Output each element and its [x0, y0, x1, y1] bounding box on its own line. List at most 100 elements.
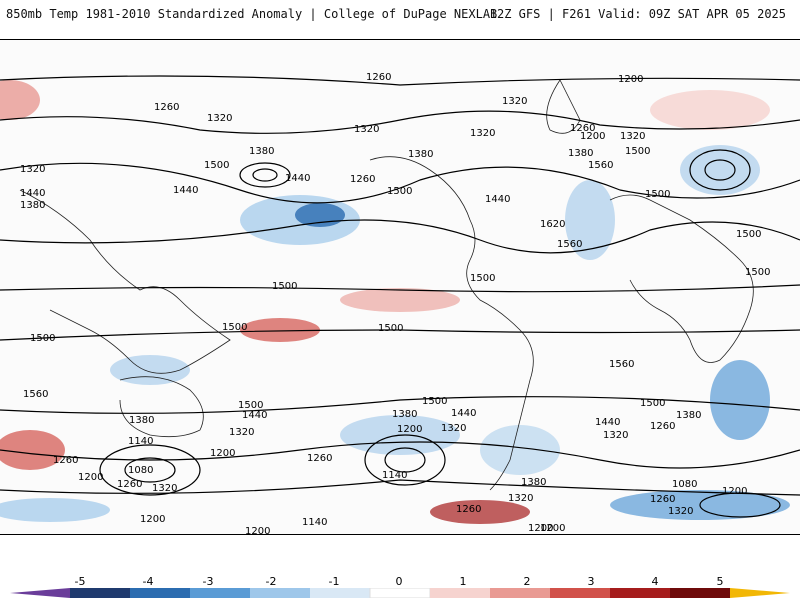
contour-label: 1200 — [397, 424, 422, 435]
colorbar-segment — [130, 588, 190, 598]
anomaly-colorbar — [10, 588, 790, 598]
contour-label: 1380 — [392, 409, 417, 420]
contour-label: 1200 — [580, 131, 605, 142]
coastlines — [19, 79, 754, 491]
contour-label: 1200 — [528, 523, 553, 534]
contour-label: 1440 — [595, 417, 620, 428]
contour-label: 1560 — [609, 359, 634, 370]
colorbar-segment — [490, 588, 550, 598]
colorbar-tick: -1 — [328, 575, 340, 588]
colorbar-tick: 4 — [651, 575, 659, 588]
colorbar-segment — [430, 588, 490, 598]
contour-label: 1500 — [736, 229, 761, 240]
contour-label: 1260 — [154, 102, 179, 113]
contour-label: 1200 — [210, 448, 235, 459]
contour-label: 1500 — [238, 400, 263, 411]
contour-label: 1380 — [249, 146, 274, 157]
contour-label: 1260 — [307, 453, 332, 464]
colorbar-tick: 2 — [523, 575, 531, 588]
contour-label: 1380 — [129, 415, 154, 426]
colorbar-segment — [250, 588, 310, 598]
map-title: 850mb Temp 1981-2010 Standardized Anomal… — [6, 7, 498, 21]
colorbar-segment — [610, 588, 670, 598]
contour-label: 1140 — [302, 517, 327, 528]
colorbar-tick: 5 — [716, 575, 724, 588]
contour-label: 1560 — [588, 160, 613, 171]
colorbar-left-arrow — [10, 588, 70, 598]
contour-labels: 1260 1200 1320 1260 1320 1320 1380 1320 … — [20, 72, 770, 534]
contour-label: 1320 — [20, 164, 45, 175]
anomaly-shading — [0, 80, 790, 524]
contour-label: 1620 — [540, 219, 565, 230]
contour-label: 1320 — [470, 128, 495, 139]
contour-label: 1260 — [456, 504, 481, 515]
contour-label: 1380 — [408, 149, 433, 160]
contour-label: 1500 — [645, 189, 670, 200]
contour-label: 1440 — [451, 408, 476, 419]
model-run-valid-time: 12Z GFS | F261 Valid: 09Z SAT APR 05 202… — [489, 7, 786, 21]
contour-label: 1380 — [568, 148, 593, 159]
colorbar-tick: -5 — [74, 575, 86, 588]
colorbar-tick: -2 — [265, 575, 277, 588]
contour-label: 1500 — [387, 186, 412, 197]
anomaly-map: 1260 1200 1320 1260 1320 1320 1380 1320 … — [0, 39, 800, 535]
contour-label: 1260 — [350, 174, 375, 185]
colorbar-segment — [369, 588, 431, 598]
contour-label: 1440 — [485, 194, 510, 205]
contour-label: 1200 — [140, 514, 165, 525]
contour-label: 1260 — [366, 72, 391, 83]
contour-label: 1500 — [625, 146, 650, 157]
colorbar-tick: 1 — [459, 575, 467, 588]
colorbar-segment — [670, 588, 730, 598]
contour-label: 1500 — [30, 333, 55, 344]
colorbar-tick: 3 — [587, 575, 595, 588]
map-svg: 1260 1200 1320 1260 1320 1320 1380 1320 … — [0, 72, 800, 534]
contour-label: 1320 — [229, 427, 254, 438]
contour-label: 1320 — [207, 113, 232, 124]
contour-label: 1320 — [502, 96, 527, 107]
colorbar-tick: -3 — [202, 575, 214, 588]
contour-label: 1140 — [382, 470, 407, 481]
contour-label: 1500 — [272, 281, 297, 292]
contour-label: 1500 — [640, 398, 665, 409]
contour-label: 1200 — [618, 74, 643, 85]
contour-label: 1440 — [173, 185, 198, 196]
contour-label: 1380 — [521, 477, 546, 488]
contour-label: 1140 — [128, 436, 153, 447]
contour-label: 1260 — [117, 479, 142, 490]
contour-label: 1260 — [650, 421, 675, 432]
contour-label: 1500 — [745, 267, 770, 278]
contour-label: 1200 — [245, 526, 270, 534]
contour-label: 1320 — [668, 506, 693, 517]
contour-label: 1260 — [570, 123, 595, 134]
contour-label: 1500 — [422, 396, 447, 407]
contour-label: 1500 — [204, 160, 229, 171]
contour-label: 1560 — [23, 389, 48, 400]
colorbar-right-arrow — [730, 588, 790, 598]
contour-label: 1080 — [128, 465, 153, 476]
colorbar-segment — [190, 588, 250, 598]
contour-label: 1200 — [540, 523, 565, 534]
contour-label: 1320 — [441, 423, 466, 434]
colorbar-segment — [550, 588, 610, 598]
contour-label: 1560 — [557, 239, 582, 250]
header: 850mb Temp 1981-2010 Standardized Anomal… — [0, 0, 800, 38]
contour-label: 1320 — [603, 430, 628, 441]
colorbar-segment — [70, 588, 130, 598]
height-contours — [0, 75, 800, 518]
contour-label: 1500 — [222, 322, 247, 333]
contour-label: 1380 — [676, 410, 701, 421]
colorbar-segment — [310, 588, 370, 598]
contour-label: 1440 — [285, 173, 310, 184]
contour-label: 1500 — [470, 273, 495, 284]
contour-label: 1320 — [620, 131, 645, 142]
contour-label: 1320 — [152, 483, 177, 494]
contour-label: 1260 — [650, 494, 675, 505]
contour-label: 1380 — [20, 200, 45, 211]
contour-label: 1440 — [20, 188, 45, 199]
contour-label: 1320 — [508, 493, 533, 504]
contour-label: 1080 — [672, 479, 697, 490]
contour-label: 1200 — [722, 486, 747, 497]
contour-label: 1320 — [354, 124, 379, 135]
colorbar-tick: -4 — [142, 575, 154, 588]
